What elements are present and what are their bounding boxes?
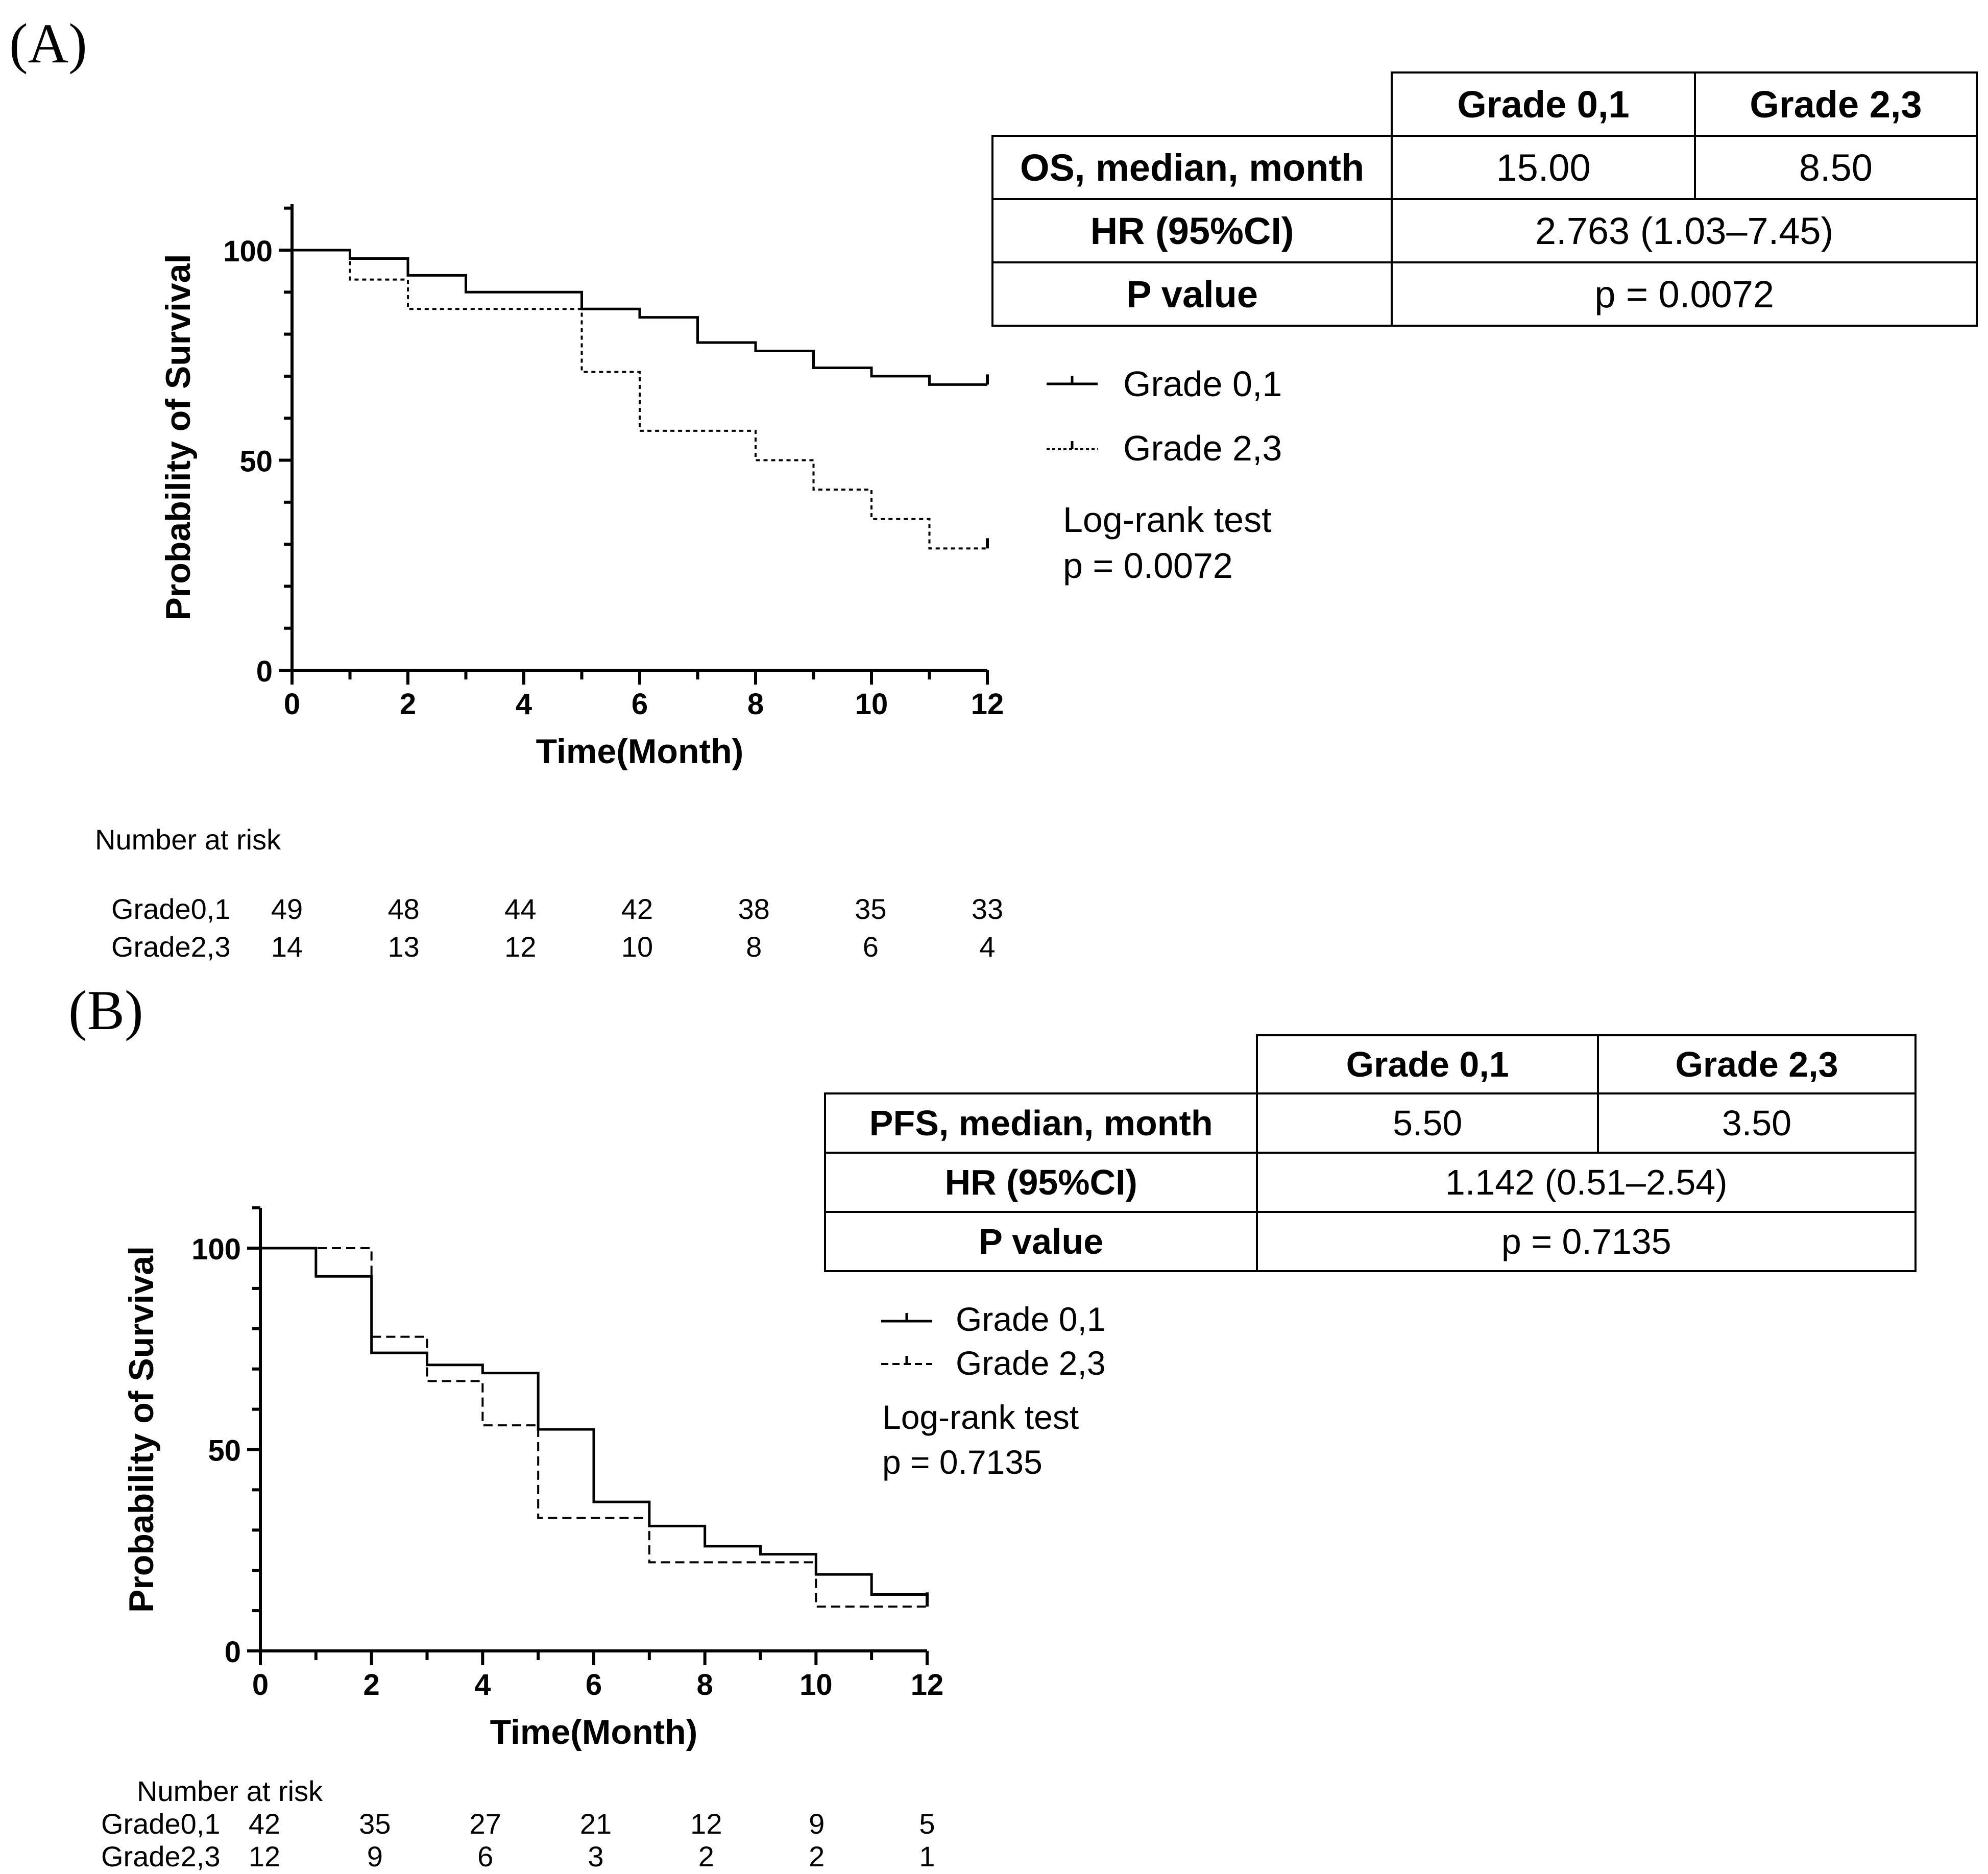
km-b-series-1-curve (260, 1247, 929, 1603)
panel-a-label: (A) (9, 12, 87, 75)
row-label-p: P value (991, 261, 1393, 327)
km-a-x-tick-label: 8 (747, 688, 764, 721)
table-corner (992, 72, 1393, 137)
header-grade01: Grade 0,1 (1256, 1034, 1599, 1094)
km-a-x-tick-label: 6 (632, 688, 648, 721)
p-value: p = 0.0072 (1391, 261, 1978, 327)
risk-b-grade23-value: 2 (698, 1840, 714, 1872)
risk-b-row1-label: Grade0,1 (101, 1808, 221, 1840)
km-a-x-tick-label: 4 (516, 688, 532, 721)
legend-b-series2: Grade 2,3 (956, 1344, 1106, 1382)
legend-a-series1: Grade 0,1 (1123, 364, 1282, 404)
hr-value: 1.142 (0.51–2.54) (1256, 1152, 1917, 1213)
risk-a-grade23-value: 13 (387, 931, 420, 963)
risk-a-grade01-value: 48 (387, 893, 420, 925)
panel-b-label: (B) (68, 979, 143, 1041)
row-label-median: PFS, median, month (823, 1092, 1258, 1154)
risk-b-grade01-value: 27 (469, 1808, 501, 1840)
km-a-series-1-curve (292, 249, 987, 386)
km-a-y-tick-label: 50 (239, 445, 273, 478)
risk-a-title: Number at risk (95, 823, 281, 856)
median-grade23: 3.50 (1596, 1092, 1917, 1154)
km-b-x-axis-label: Time(Month) (490, 1713, 698, 1751)
risk-a-grade23-value: 8 (746, 931, 762, 963)
risk-a-grade01-value: 44 (504, 893, 537, 925)
km-b-y-tick-label: 100 (191, 1233, 241, 1266)
row-label-p: P value (823, 1211, 1258, 1272)
risk-a-grade01-value: 49 (271, 893, 303, 925)
km-b-x-tick-label: 2 (363, 1668, 380, 1701)
risk-a-grade23-value: 12 (504, 931, 537, 963)
km-a-x-tick-label: 12 (971, 688, 1004, 721)
km-a-series-2-curve (292, 249, 987, 550)
risk-a-grade01-value: 42 (621, 893, 653, 925)
km-b-x-tick-label: 10 (799, 1668, 833, 1701)
risk-b-grade23-value: 6 (477, 1840, 494, 1872)
header-grade01: Grade 0,1 (1391, 71, 1696, 137)
header-grade23: Grade 2,3 (1596, 1034, 1917, 1094)
legend-a-test: Log-rank test (1063, 500, 1272, 540)
risk-a-grade01-value: 38 (738, 893, 770, 925)
median-grade23: 8.50 (1693, 135, 1978, 200)
legend-b-test: Log-rank test (882, 1398, 1079, 1436)
risk-a-row1-label: Grade0,1 (111, 893, 231, 925)
risk-a-row2-label: Grade2,3 (111, 931, 231, 963)
km-b-y-tick-label: 0 (225, 1636, 241, 1669)
km-a-x-axis-label: Time(Month) (536, 732, 744, 771)
risk-a-grade23-value: 14 (271, 931, 303, 963)
header-grade23: Grade 2,3 (1693, 71, 1978, 137)
risk-b-grade23-value: 3 (588, 1840, 604, 1872)
table-corner (825, 1035, 1258, 1094)
median-grade01: 5.50 (1256, 1092, 1599, 1154)
km-a-x-tick-label: 0 (284, 688, 300, 721)
km-b-x-tick-label: 4 (474, 1668, 491, 1701)
km-a-x-tick-label: 10 (855, 688, 888, 721)
km-b-x-tick-label: 8 (697, 1668, 713, 1701)
hr-value: 2.763 (1.03–7.45) (1391, 198, 1978, 263)
risk-b-grade23-value: 2 (809, 1840, 825, 1872)
km-a-x-tick-label: 2 (400, 688, 416, 721)
km-b-y-axis-label: Probability of Survival (122, 1246, 161, 1613)
risk-b-grade23-value: 1 (919, 1840, 935, 1872)
risk-b-grade01-value: 35 (359, 1808, 391, 1840)
p-value: p = 0.7135 (1256, 1211, 1917, 1272)
risk-a-grade23-value: 4 (979, 931, 996, 963)
km-b-x-tick-label: 12 (911, 1668, 944, 1701)
panel-b-km-chart: 0 50 100 0 2 4 6 8 10 12 Time(Month) Probability of… (122, 1206, 944, 1751)
legend-a-swatches (1047, 376, 1098, 450)
km-a-y-tick-label: 100 (223, 235, 273, 268)
panel-a-km-chart: 0 50 100 0 2 4 6 8 10 12 Time(Month) Probability of… (159, 204, 1004, 771)
legend-a-series2: Grade 2,3 (1123, 428, 1282, 468)
row-label-median: OS, median, month (991, 135, 1393, 200)
median-grade01: 15.00 (1391, 135, 1696, 200)
risk-b-grade23-value: 12 (248, 1840, 281, 1872)
risk-a-grade01-value: 33 (971, 893, 1004, 925)
legend-a-p: p = 0.0072 (1063, 546, 1233, 586)
risk-b-grade01-value: 9 (809, 1808, 825, 1840)
km-a-y-tick-label: 0 (256, 655, 273, 688)
risk-b-title: Number at risk (137, 1775, 323, 1807)
risk-a-grade23-value: 6 (862, 931, 879, 963)
risk-a-grade23-value: 10 (621, 931, 653, 963)
risk-b-grade01-value: 12 (690, 1808, 722, 1840)
row-label-hr: HR (95%CI) (991, 198, 1393, 263)
panel-a-stats-table: Grade 0,1 Grade 2,3 OS, median, month 15… (991, 71, 1978, 327)
km-b-series-2-curve (260, 1247, 927, 1608)
risk-b-grade01-value: 42 (248, 1808, 281, 1840)
legend-b-p: p = 0.7135 (882, 1443, 1043, 1481)
risk-b-row2-label: Grade2,3 (101, 1840, 221, 1872)
risk-b-grade01-value: 5 (919, 1808, 935, 1840)
km-b-x-tick-label: 0 (252, 1668, 269, 1701)
legend-b-series1: Grade 0,1 (956, 1300, 1106, 1338)
risk-b-grade23-value: 9 (367, 1840, 383, 1872)
risk-a-grade01-value: 35 (855, 893, 887, 925)
km-b-x-tick-label: 6 (586, 1668, 602, 1701)
risk-b-grade01-value: 21 (579, 1808, 612, 1840)
panel-b-stats-table: Grade 0,1 Grade 2,3 PFS, median, month 5… (823, 1034, 1917, 1272)
km-a-y-axis-label: Probability of Survival (159, 254, 198, 621)
legend-b-swatches (881, 1313, 932, 1365)
km-b-y-tick-label: 50 (208, 1434, 241, 1468)
row-label-hr: HR (95%CI) (823, 1152, 1258, 1213)
